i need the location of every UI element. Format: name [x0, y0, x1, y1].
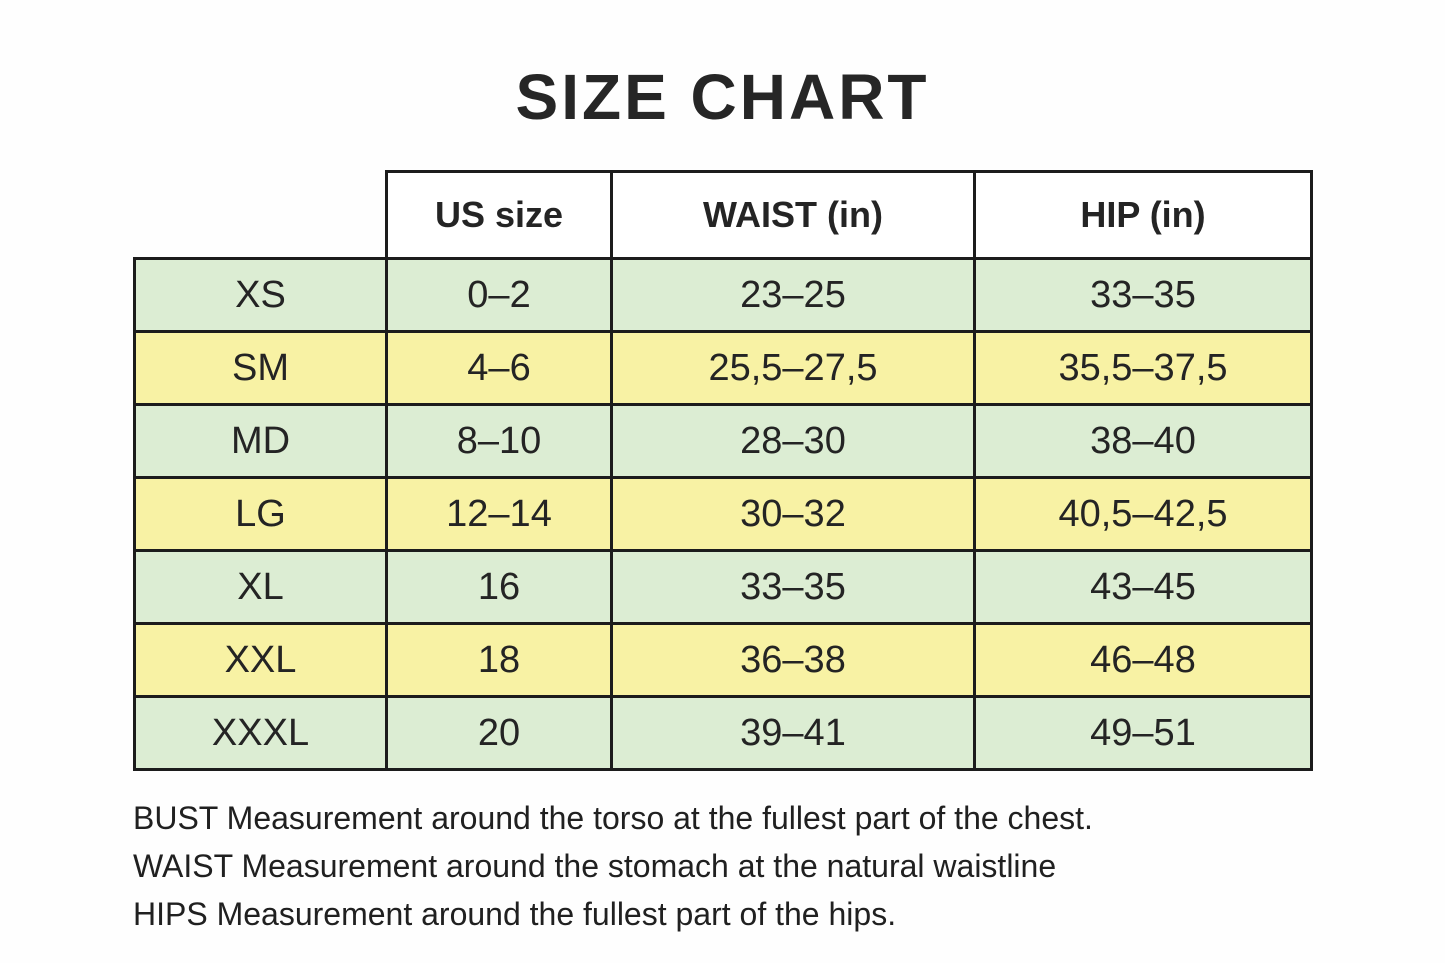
cell-waist: 39–41 [610, 695, 976, 771]
header-us-size: US size [385, 170, 613, 260]
table-row-xxl: XXL 18 36–38 46–48 [133, 622, 1313, 698]
table-row-xs: XS 0–2 23–25 33–35 [133, 257, 1313, 333]
cell-hip: 40,5–42,5 [973, 476, 1313, 552]
note-hips: HIPS Measurement around the fullest part… [133, 896, 897, 932]
page-title: SIZE CHART [515, 61, 930, 133]
cell-us-size: 18 [385, 622, 613, 698]
cell-us-size: 4–6 [385, 330, 613, 406]
table-row-lg: LG 12–14 30–32 40,5–42,5 [133, 476, 1313, 552]
cell-us-size: 0–2 [385, 257, 613, 333]
note-waist: WAIST Measurement around the stomach at … [133, 848, 1057, 884]
cell-hip: 49–51 [973, 695, 1313, 771]
table-body: XS 0–2 23–25 33–35 SM 4–6 25,5–27,5 35,5… [133, 257, 1313, 771]
header-waist: WAIST (in) [610, 170, 976, 260]
cell-hip: 38–40 [973, 403, 1313, 479]
cell-waist: 36–38 [610, 622, 976, 698]
cell-size-label: XL [133, 549, 388, 625]
cell-waist: 33–35 [610, 549, 976, 625]
cell-hip: 43–45 [973, 549, 1313, 625]
cell-us-size: 8–10 [385, 403, 613, 479]
cell-size-label: XS [133, 257, 388, 333]
table-header: US size WAIST (in) HIP (in) [135, 170, 1313, 260]
cell-hip: 35,5–37,5 [973, 330, 1313, 406]
cell-hip: 46–48 [973, 622, 1313, 698]
cell-us-size: 12–14 [385, 476, 613, 552]
size-chart-table: US size WAIST (in) HIP (in) XS 0–2 23–25… [133, 170, 1313, 771]
cell-size-label: LG [133, 476, 388, 552]
table-row-xl: XL 16 33–35 43–45 [133, 549, 1313, 625]
cell-size-label: SM [133, 330, 388, 406]
cell-us-size: 20 [385, 695, 613, 771]
cell-hip: 33–35 [973, 257, 1313, 333]
table-row-md: MD 8–10 28–30 38–40 [133, 403, 1313, 479]
header-corner-empty [135, 172, 387, 259]
cell-size-label: MD [133, 403, 388, 479]
header-hip: HIP (in) [973, 170, 1313, 260]
cell-size-label: XXXL [133, 695, 388, 771]
cell-size-label: XXL [133, 622, 388, 698]
note-bust: BUST Measurement around the torso at the… [133, 800, 1093, 836]
table-row-sm: SM 4–6 25,5–27,5 35,5–37,5 [133, 330, 1313, 406]
cell-waist: 30–32 [610, 476, 976, 552]
cell-waist: 25,5–27,5 [610, 330, 976, 406]
header-row: US size WAIST (in) HIP (in) [135, 170, 1313, 260]
table-row-xxxl: XXXL 20 39–41 49–51 [133, 695, 1313, 771]
measurement-notes: BUST Measurement around the torso at the… [133, 794, 1333, 938]
cell-us-size: 16 [385, 549, 613, 625]
cell-waist: 28–30 [610, 403, 976, 479]
cell-waist: 23–25 [610, 257, 976, 333]
